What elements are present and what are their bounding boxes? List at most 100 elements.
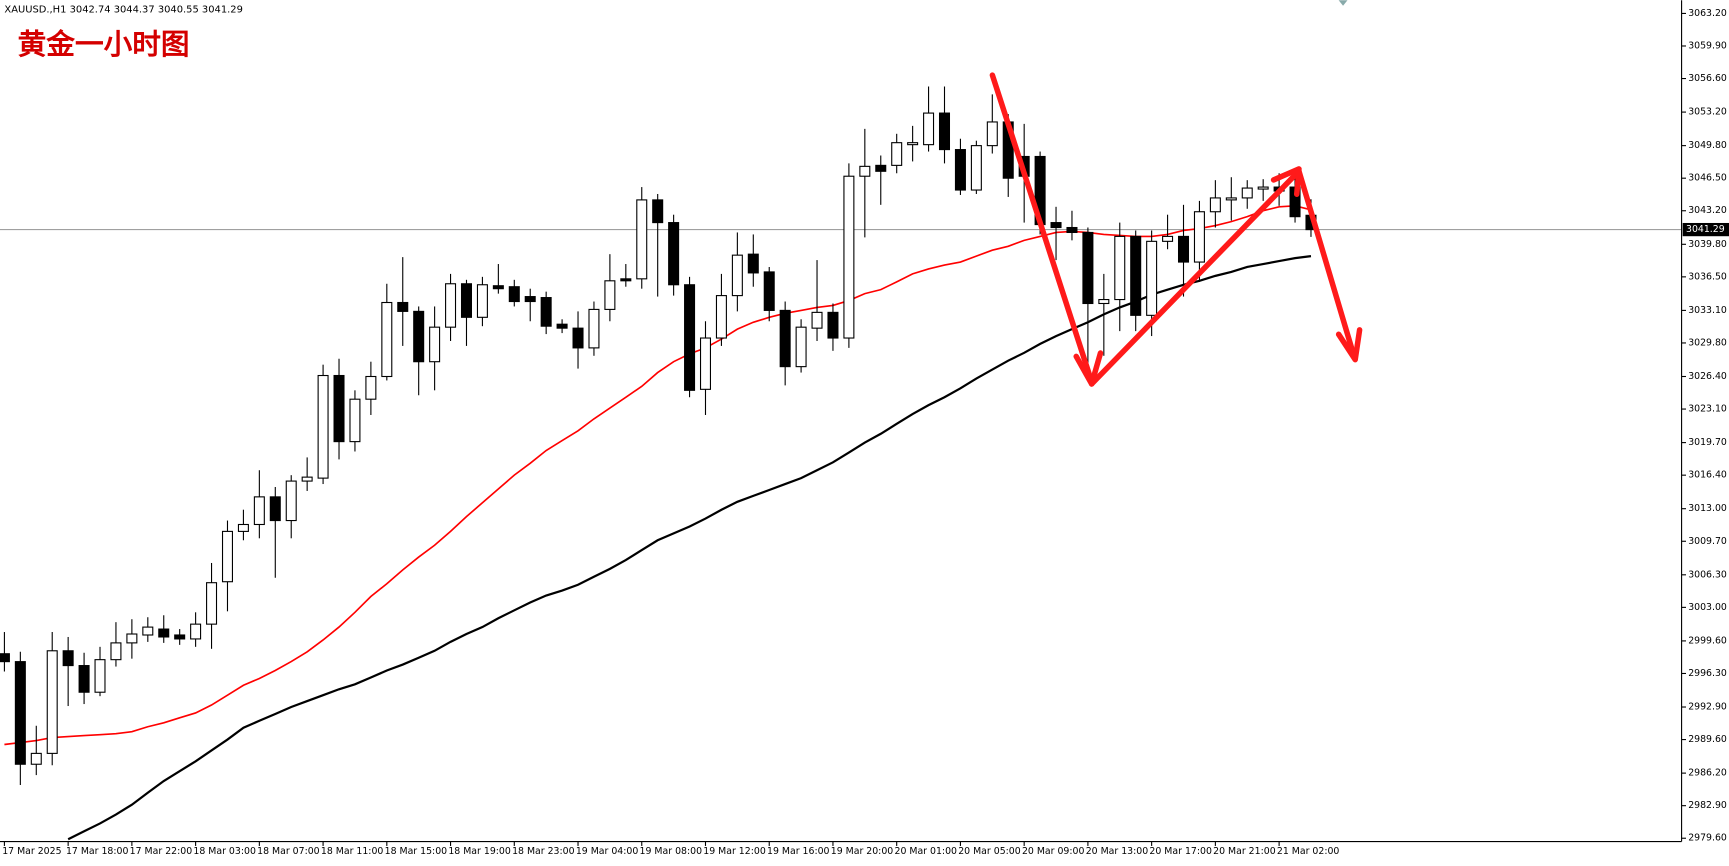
candle-body — [1257, 186, 1269, 190]
x-tick-label: 17 Mar 2025 — [2, 846, 61, 857]
annotation-arrows — [989, 72, 1363, 387]
candle-body — [811, 311, 823, 329]
y-tick-label: 2986.20 — [1688, 768, 1727, 779]
y-tick-label: 3043.20 — [1688, 205, 1727, 216]
candle-body — [413, 310, 425, 363]
candle-body — [62, 650, 74, 667]
candle-body — [779, 309, 791, 368]
candle-body — [110, 642, 122, 661]
candle-body — [349, 398, 361, 443]
candle-body — [429, 326, 441, 363]
y-tick-label: 2992.90 — [1688, 702, 1727, 713]
candle-body — [827, 311, 839, 339]
candle-body — [158, 628, 170, 638]
candle-body — [365, 375, 377, 400]
candle-body — [763, 271, 775, 311]
candle-body — [588, 308, 600, 349]
arrow-down — [1296, 168, 1357, 360]
candle-body — [317, 374, 329, 479]
last-price-label: 3041.29 — [1686, 224, 1725, 235]
candle-body — [986, 121, 998, 147]
y-tick-label: 2996.30 — [1688, 668, 1727, 679]
shift-marker — [1338, 0, 1348, 6]
candle-body — [843, 175, 855, 339]
candle-body — [1050, 222, 1062, 229]
candle-body — [699, 337, 712, 390]
x-tick-label: 21 Mar 02:00 — [1277, 846, 1340, 857]
candle-body — [747, 253, 759, 274]
candle-body — [1114, 235, 1126, 301]
candle-body — [190, 623, 202, 640]
candle-body — [1162, 235, 1174, 242]
x-tick-label: 17 Mar 22:00 — [130, 846, 193, 857]
candle-body — [970, 145, 982, 191]
candle-body — [492, 285, 504, 290]
y-tick-label: 3026.40 — [1688, 371, 1727, 382]
candle-body — [907, 142, 919, 146]
x-tick-label: 20 Mar 01:00 — [894, 846, 957, 857]
y-tick-label: 3006.30 — [1688, 569, 1727, 580]
y-tick-label: 3033.10 — [1688, 305, 1727, 316]
x-tick-label: 19 Mar 04:00 — [576, 846, 639, 857]
candle-body — [684, 284, 696, 391]
last-price-box — [1682, 222, 1729, 237]
y-tick-label: 2999.60 — [1688, 635, 1727, 646]
y-tick-label: 3019.70 — [1688, 437, 1727, 448]
candle-body — [301, 476, 313, 482]
y-tick-label: 3063.20 — [1688, 8, 1727, 19]
candle-body — [715, 295, 727, 339]
y-tick-label: 3013.00 — [1688, 503, 1727, 514]
candle-body — [253, 496, 265, 526]
x-tick-label: 18 Mar 03:00 — [193, 846, 256, 857]
candle-body — [46, 650, 58, 754]
candle-body — [1098, 298, 1110, 305]
candle-body — [94, 659, 106, 693]
x-tick-label: 19 Mar 20:00 — [831, 846, 894, 857]
candle-body — [668, 222, 680, 286]
candle-body — [1209, 197, 1221, 213]
candle-body — [731, 254, 743, 297]
candle-body — [572, 327, 584, 349]
candle-body — [1193, 211, 1205, 263]
candle-body — [237, 523, 249, 532]
candle-body — [1130, 235, 1142, 316]
candle-body — [540, 297, 552, 327]
y-tick-label: 3059.90 — [1688, 40, 1727, 51]
candle-body — [636, 199, 648, 280]
candle-body — [476, 284, 488, 318]
y-tick-label: 3016.40 — [1688, 470, 1727, 481]
x-tick-label: 20 Mar 05:00 — [958, 846, 1021, 857]
arrow-down — [989, 72, 1095, 385]
chart-title: 黄金一小时图 — [18, 28, 190, 61]
candle-body — [620, 278, 632, 282]
candle-body — [508, 286, 520, 303]
candle-body — [1146, 240, 1158, 316]
candle-body — [891, 142, 903, 166]
x-tick-label: 20 Mar 09:00 — [1022, 846, 1085, 857]
candle-body — [269, 496, 281, 522]
candle-body — [0, 653, 10, 663]
candle-body — [604, 280, 616, 310]
y-tick-label: 2979.60 — [1688, 833, 1727, 844]
candle-body — [142, 626, 154, 636]
y-tick-label: 3009.70 — [1688, 536, 1727, 547]
x-tick-label: 19 Mar 08:00 — [640, 846, 703, 857]
candle-body — [938, 112, 951, 151]
candle-body — [1177, 235, 1190, 263]
candle-body — [1241, 187, 1253, 199]
candle-body — [174, 634, 186, 640]
y-tick-label: 2982.90 — [1688, 800, 1727, 811]
x-tick-label: 18 Mar 23:00 — [512, 846, 575, 857]
candle-body — [460, 283, 473, 318]
x-tick-label: 18 Mar 11:00 — [321, 846, 384, 857]
candle-body — [1082, 231, 1094, 305]
candle-body — [445, 283, 457, 328]
x-tick-label: 20 Mar 13:00 — [1086, 846, 1149, 857]
x-tick-label: 20 Mar 21:00 — [1213, 846, 1276, 857]
arrow-up — [1088, 170, 1300, 387]
x-tick-label: 18 Mar 19:00 — [448, 846, 511, 857]
y-tick-label: 3056.60 — [1688, 73, 1727, 84]
x-tick-label: 18 Mar 07:00 — [257, 846, 320, 857]
